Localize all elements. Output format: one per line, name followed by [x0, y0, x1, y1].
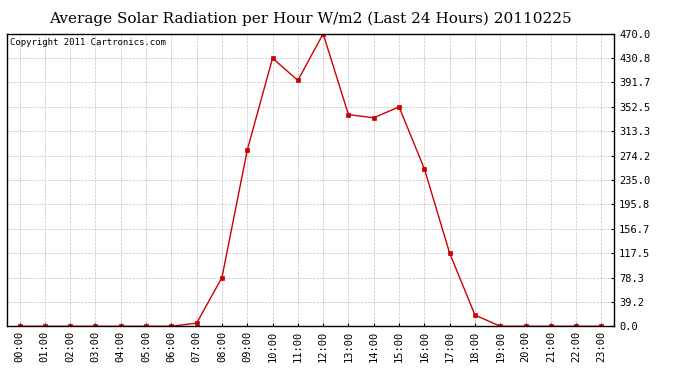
Text: Average Solar Radiation per Hour W/m2 (Last 24 Hours) 20110225: Average Solar Radiation per Hour W/m2 (L… [49, 11, 572, 26]
Text: Copyright 2011 Cartronics.com: Copyright 2011 Cartronics.com [10, 38, 166, 47]
